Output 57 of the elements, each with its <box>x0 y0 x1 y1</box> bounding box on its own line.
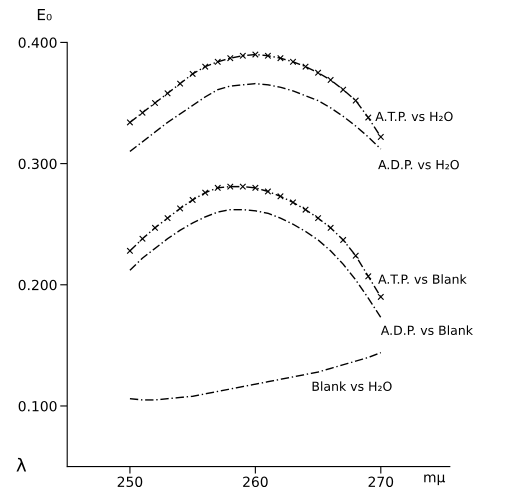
text: λ <box>16 458 26 472</box>
point <box>126 119 134 126</box>
series-label: A.D.P. vs Blank <box>380 325 473 336</box>
point <box>327 76 334 84</box>
point <box>214 58 222 66</box>
point <box>327 224 334 232</box>
point <box>164 90 171 97</box>
y-tick-label: 0.300 <box>18 158 57 170</box>
point <box>152 224 158 232</box>
point <box>377 294 384 300</box>
series-label: A.T.P. vs Blank <box>378 274 467 284</box>
point <box>290 199 296 206</box>
point <box>340 236 346 244</box>
point <box>352 252 360 260</box>
point <box>377 134 384 140</box>
point <box>264 188 272 195</box>
point <box>314 214 322 222</box>
point <box>139 109 146 116</box>
point <box>126 248 134 254</box>
point <box>252 184 259 192</box>
point <box>290 58 296 66</box>
point <box>352 97 360 104</box>
x-tick-label: 260 <box>243 476 268 488</box>
point <box>202 189 209 196</box>
point <box>252 51 259 58</box>
y-tick-label: 0.400 <box>18 37 57 48</box>
point <box>264 52 272 60</box>
point <box>176 205 184 212</box>
point <box>226 54 234 62</box>
point <box>202 63 209 70</box>
point <box>189 70 196 78</box>
point <box>164 214 171 222</box>
y-axis-title: E₀ <box>38 9 52 20</box>
point <box>152 100 158 106</box>
point <box>364 114 372 121</box>
point <box>189 196 196 204</box>
point <box>277 192 284 200</box>
point <box>239 183 246 190</box>
x-tick-label: 250 <box>118 476 142 488</box>
point <box>314 69 322 76</box>
point <box>364 272 372 280</box>
point <box>277 54 284 62</box>
point <box>176 80 184 87</box>
point <box>214 184 222 192</box>
point <box>226 183 234 190</box>
series-label: A.T.P. vs H₂O <box>375 112 453 122</box>
point <box>302 206 309 213</box>
series-label: Blank vs H₂O <box>312 381 392 391</box>
point <box>302 63 309 70</box>
x-axis-title: mμ <box>424 474 446 486</box>
x-tick-label: 270 <box>368 476 394 488</box>
series-label: A.D.P. vs H₂O <box>378 160 459 170</box>
y-tick-label: 0.200 <box>18 280 57 290</box>
point <box>239 52 246 60</box>
y-tick-label: 0.100 <box>18 400 57 412</box>
point <box>139 235 146 242</box>
point <box>340 86 346 94</box>
